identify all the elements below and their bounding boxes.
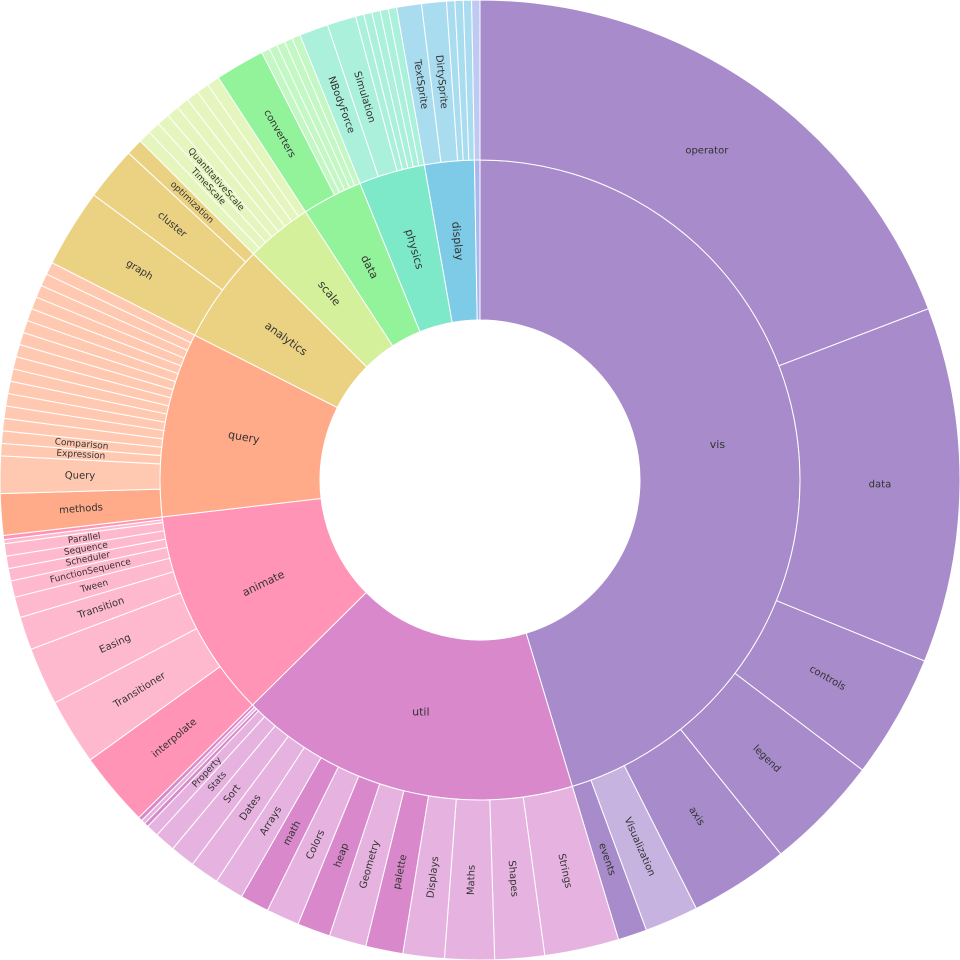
slice-label: Parallel xyxy=(67,531,101,546)
slice-label: display xyxy=(449,221,466,262)
slice-label: operator xyxy=(685,146,729,157)
slice-label: Expression xyxy=(56,449,105,462)
slice-label: methods xyxy=(59,502,104,516)
slice-label: DirtySprite xyxy=(433,54,449,109)
slice-label: Maths xyxy=(466,865,478,895)
slice-label: Shapes xyxy=(506,860,520,897)
outer-slice xyxy=(479,0,930,367)
slice-label: util xyxy=(412,706,429,719)
slice-label: data xyxy=(869,479,892,490)
outer-slice xyxy=(471,0,481,161)
slice-label: Query xyxy=(65,470,96,481)
slice-label: Comparison xyxy=(54,437,109,452)
slice-label: Displays xyxy=(425,856,441,899)
slice-label: query xyxy=(227,428,261,446)
slice-label: vis xyxy=(710,438,726,451)
